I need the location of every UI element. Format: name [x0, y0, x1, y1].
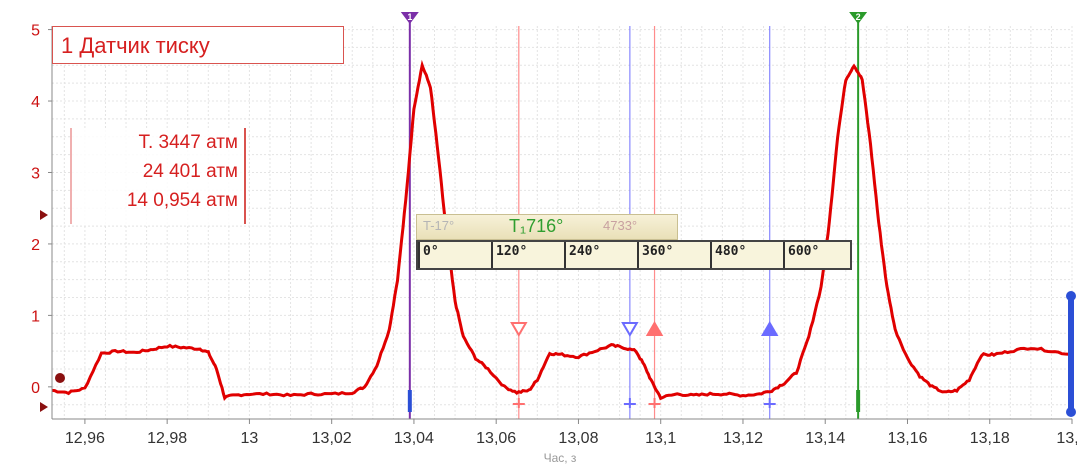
- readout-line-2: 24 401 атм: [142, 161, 238, 182]
- x-tick-label: 13,16: [887, 430, 927, 447]
- cursor-handle-2[interactable]: [849, 12, 868, 24]
- x-tick-label: 13,18: [970, 430, 1010, 447]
- y-axis-ticks: 0 1 2 3 4 5: [31, 23, 52, 397]
- value-readout: Т. 3447 атм 24 401 атм 14 0,954 атм: [70, 128, 246, 224]
- right-scroll-bar[interactable]: [1068, 296, 1074, 412]
- marker-glyphs: [510, 321, 779, 408]
- marker-triangle[interactable]: [760, 321, 779, 336]
- y-axis-bottom-arrow[interactable]: [40, 402, 48, 412]
- marker-triangle[interactable]: [510, 322, 528, 337]
- phase-panel[interactable]: T-17° T₁716° 4733° 0° 120° 240° 360° 480…: [416, 214, 852, 270]
- phase-left-label: T-17°: [423, 218, 455, 233]
- phase-right-label: 4733°: [603, 218, 638, 233]
- cursor-foot-2: [856, 390, 861, 412]
- x-tick-label: 13,1: [645, 430, 676, 447]
- readout-line-1: Т. 3447 атм: [138, 132, 238, 153]
- x-tick-label: 13,12: [723, 430, 763, 447]
- phase-tick-240: 240°: [569, 244, 601, 259]
- phase-scale: 0° 120° 240° 360° 480° 600°: [416, 240, 852, 270]
- scroll-handle-top[interactable]: [1066, 291, 1076, 301]
- marker-triangle[interactable]: [621, 322, 639, 337]
- y-tick-label: 0: [31, 380, 40, 397]
- phase-center-label: T₁716°: [509, 216, 564, 236]
- x-tick-label: 13,08: [558, 430, 598, 447]
- legend-box[interactable]: 1 Датчик тиску: [52, 26, 344, 64]
- x-axis-label: Час, з: [544, 451, 577, 465]
- legend-series-label: 1 Датчик тиску: [61, 33, 210, 58]
- phase-tick-360: 360°: [642, 244, 674, 259]
- y-axis-left-arrow[interactable]: [40, 210, 48, 220]
- phase-panel-header: T-17° T₁716° 4733°: [416, 214, 678, 240]
- phase-tick-600: 600°: [788, 244, 820, 259]
- y-tick-label: 3: [31, 165, 40, 182]
- x-axis-ticks: 12,96 12,98 13 13,02 13,04 13,06 13,08 13,1 13,1…: [65, 419, 1077, 447]
- x-tick-label: 13,04: [394, 430, 434, 447]
- x-tick-label: 13,2: [1056, 430, 1077, 447]
- series-start-dot: [55, 373, 65, 383]
- marker-triangle[interactable]: [645, 321, 664, 336]
- phase-tick-120: 120°: [496, 244, 528, 259]
- y-tick-label: 2: [31, 237, 40, 254]
- scroll-handle-bottom[interactable]: [1066, 407, 1076, 417]
- phase-tick-480: 480°: [715, 244, 747, 259]
- cursor-handle-1[interactable]: [400, 12, 419, 24]
- readout-line-3: 14 0,954 атм: [126, 190, 238, 211]
- cursor-foot-1: [407, 390, 412, 412]
- cursor-label-2: 2: [856, 12, 861, 22]
- y-tick-label: 1: [31, 308, 40, 325]
- phase-tick-0: 0°: [423, 244, 439, 259]
- cursor-label-1: 1: [407, 12, 412, 22]
- x-tick-label: 13,06: [476, 430, 516, 447]
- y-tick-label: 5: [31, 23, 40, 40]
- x-tick-label: 12,96: [65, 430, 105, 447]
- x-tick-label: 13,14: [805, 430, 845, 447]
- x-tick-label: 13: [241, 430, 259, 447]
- x-tick-label: 12,98: [147, 430, 187, 447]
- series-line-pressure: [51, 59, 1073, 402]
- y-tick-label: 4: [31, 94, 40, 111]
- x-tick-label: 13,02: [312, 430, 352, 447]
